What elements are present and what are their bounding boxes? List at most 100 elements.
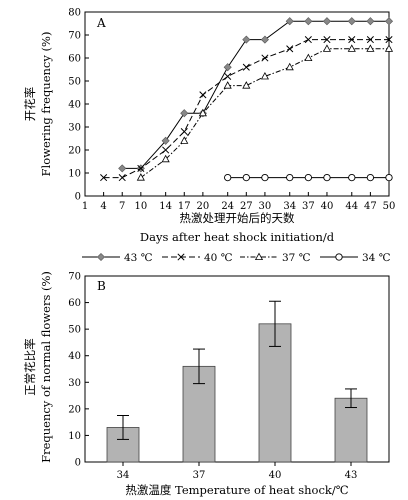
panel-a-label: A [96,16,106,30]
b-ytick-label-4: 40 [68,351,81,362]
a-xtick-label-14: 47 [364,201,377,212]
legend-marker-1 [177,253,185,261]
series-1-point-2 [137,164,145,172]
series-1-point-3 [162,146,170,154]
panel-b-plot-frame [84,275,390,463]
a-xtick-label-4: 14 [159,201,172,212]
series-2-point-2 [180,136,189,144]
series-3-point-6 [348,173,356,182]
series-0-point-10 [322,17,331,26]
legend-label-1: 40 ℃ [204,252,233,264]
panel-a-ylabel-cn: 开花率 [23,87,37,122]
series-2-point-6 [260,71,269,80]
b-xtick-label-3: 43 [345,470,358,481]
b-ytick-label-7: 70 [68,272,81,283]
panel-a-xlabel: Days after heat shock initiation/d [140,230,335,244]
a-xtick-label-0: 1 [82,201,88,212]
series-3-point-8 [385,173,393,182]
b-xtick-label-0: 34 [117,470,130,481]
series-3-point-5 [323,173,331,182]
series-2-point-9 [322,44,332,52]
b-ytick-label-3: 30 [68,378,81,389]
series-0-line [122,20,389,169]
series-2-point-8 [304,53,313,61]
series-3-point-7 [366,173,375,182]
legend-marker-3 [335,253,343,261]
legend-label-0: 43 ℃ [124,252,153,264]
series-3-point-0 [224,173,232,182]
series-2-point-1 [161,154,170,163]
legend-label-3: 34 ℃ [362,252,391,264]
series-3-point-2 [261,173,269,182]
legend-item-2: 37 ℃ [240,252,311,264]
a-xtick-label-11: 37 [302,201,315,212]
a-xtick-label-3: 10 [134,201,147,212]
series-2-point-7 [285,62,294,71]
panel-b: B 0 10 20 30 40 50 60 70 34 37 40 43 正常花比率 Frequen… [23,271,390,497]
bar-group-1: 37 [182,348,216,481]
series-0-point-9 [304,17,313,26]
b-ytick-label-0: 0 [75,458,81,469]
a-ytick-label-0: 0 [75,192,81,203]
series-1 [100,36,393,182]
series-0 [118,17,394,173]
panel-b-ylabel-cn: 正常花比率 [23,338,37,396]
series-3-point-3 [286,173,294,182]
legend-item-0: 43 ℃ [82,252,153,264]
a-ytick-label-2: 20 [68,146,81,157]
series-2 [136,44,394,181]
series-2-point-10 [347,44,356,52]
series-3 [224,173,393,182]
series-1-point-8 [261,54,269,62]
a-xtick-label-6: 20 [197,201,210,212]
legend-item-3: 34 ℃ [320,252,391,264]
a-xtick-label-10: 34 [283,201,296,212]
series-0-point-2 [161,136,170,145]
legend-label-2: 37 ℃ [282,252,311,264]
a-xtick-label-15: 50 [383,201,396,212]
series-3-point-4 [304,173,312,182]
series-1-point-0 [100,174,108,182]
a-xtick-label-8: 27 [240,201,253,212]
b-xtick-label-2: 40 [269,470,282,481]
panel-a-xlabel-cn: 热激处理开始后的天数 [180,211,295,225]
b-ytick-label-2: 20 [68,404,81,415]
panel-a-ylabel: Flowering frequency (%) [39,32,53,177]
a-ytick-label-4: 40 [68,100,81,111]
series-0-point-5 [223,63,232,72]
bar-group-3: 43 [334,388,368,481]
panel-b-label: B [97,279,106,293]
a-ytick-label-5: 50 [68,77,81,88]
a-xtick-label-1: 4 [100,201,106,212]
series-2-point-0 [136,173,145,181]
a-xtick-label-7: 24 [221,201,234,212]
series-3-point-1 [242,173,250,182]
series-0-point-11 [347,17,356,26]
panel-a: A 1 4 7 10 14 17 20 24 27 30 34 37 40 44 47 50010203040… [23,8,395,265]
series-2-point-4 [223,81,232,89]
series-2-point-3 [198,108,207,117]
a-ytick-label-7: 70 [68,31,81,42]
series-2-point-11 [366,44,375,52]
series-1-point-7 [242,63,250,71]
series-1-point-1 [118,174,126,182]
series-1-line [103,39,389,179]
series-2-line [140,48,389,179]
series-1-point-10 [304,36,312,44]
panel-b-bars: 34 37 40 43 [106,300,368,481]
a-xtick-label-5: 17 [178,201,191,212]
panel-b-ticks: 0 10 20 30 40 50 60 70 [68,272,89,469]
series-1-point-13 [366,36,374,44]
panel-a-series [100,17,394,182]
series-1-point-6 [224,72,232,80]
a-ytick-label-8: 80 [68,8,81,19]
a-xtick-label-9: 30 [259,201,272,212]
b-ytick-label-5: 50 [68,325,81,336]
b-ytick-label-1: 10 [68,431,81,442]
bar-group-2: 40 [258,300,292,481]
series-0-point-12 [366,17,375,26]
panel-a-legend: 43 ℃ 40 ℃ 37 ℃ 34 ℃ [82,252,391,264]
legend-marker-0 [96,252,106,262]
series-0-point-3 [180,109,189,118]
a-ytick-label-3: 30 [68,123,81,134]
